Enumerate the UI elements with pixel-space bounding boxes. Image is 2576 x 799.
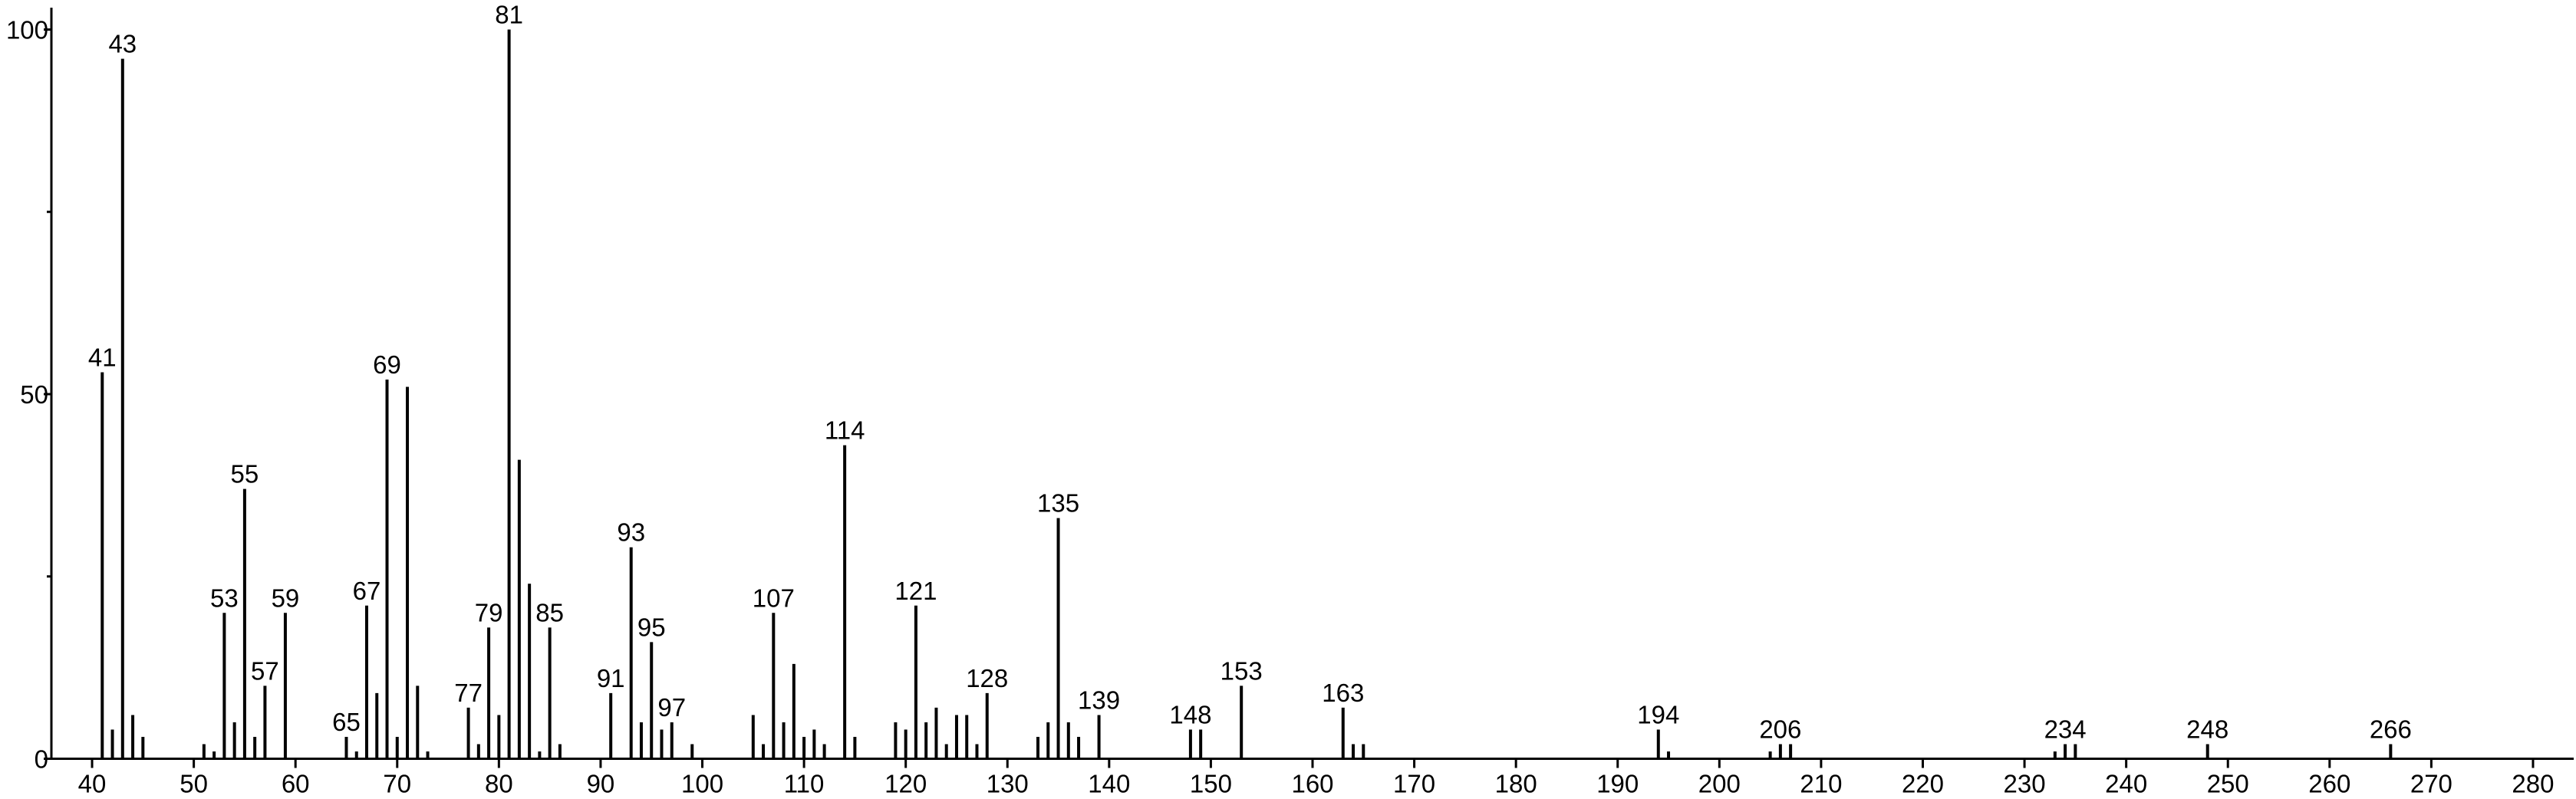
x-tick-label: 230 [2004,770,2046,798]
peak-label: 55 [231,460,259,488]
peak-label: 43 [108,30,137,58]
peak-label: 91 [597,664,625,692]
x-tick-label: 220 [1902,770,1944,798]
y-tick-label: 0 [35,745,48,774]
x-tick-label: 40 [78,770,107,798]
x-tick-label: 170 [1393,770,1435,798]
peak-label: 248 [2186,715,2228,743]
x-tick-label: 270 [2410,770,2452,798]
peak-label: 57 [251,656,279,685]
peak-label: 135 [1037,489,1079,518]
x-tick-label: 70 [383,770,411,798]
peak-label: 95 [637,613,666,641]
peak-label: 65 [332,708,361,736]
peak-label: 69 [373,350,401,379]
x-tick-label: 80 [485,770,513,798]
peak-label: 128 [966,664,1008,692]
peak-label: 206 [1759,715,1801,743]
peak-label: 77 [454,679,483,707]
peak-label: 53 [210,584,239,612]
x-tick-label: 200 [1698,770,1741,798]
x-tick-label: 100 [681,770,723,798]
x-tick-label: 190 [1596,770,1639,798]
x-tick-label: 150 [1190,770,1232,798]
x-tick-label: 110 [784,770,825,798]
peak-label: 234 [2044,715,2087,743]
peak-label: 85 [535,598,564,626]
x-tick-label: 280 [2512,770,2554,798]
y-tick-label: 50 [20,380,48,409]
x-tick-label: 180 [1495,770,1537,798]
peak-label: 93 [617,518,645,547]
x-tick-label: 240 [2105,770,2147,798]
peak-label: 148 [1169,700,1211,728]
peak-label: 121 [894,577,937,605]
y-tick-label: 100 [6,16,48,44]
x-tick-label: 260 [2308,770,2350,798]
peak-label: 153 [1220,656,1263,685]
x-tick-label: 210 [1800,770,1842,798]
peak-label: 163 [1322,679,1364,707]
x-tick-label: 130 [987,770,1029,798]
peak-label: 67 [353,577,381,605]
peak-label: 59 [272,584,300,612]
peak-label: 107 [753,584,795,612]
x-tick-label: 140 [1088,770,1130,798]
x-tick-label: 120 [884,770,927,798]
peak-label: 79 [475,598,503,626]
x-tick-label: 50 [180,770,208,798]
peak-label: 41 [88,343,117,371]
peak-label: 194 [1637,700,1679,728]
x-tick-label: 60 [282,770,310,798]
x-tick-label: 90 [587,770,615,798]
peak-label: 114 [825,416,865,445]
x-tick-label: 160 [1291,770,1333,798]
peak-label: 139 [1078,686,1120,714]
peak-label: 97 [657,693,686,722]
peak-label: 266 [2370,715,2412,743]
x-tick-label: 250 [2207,770,2249,798]
peak-label: 81 [495,1,523,29]
